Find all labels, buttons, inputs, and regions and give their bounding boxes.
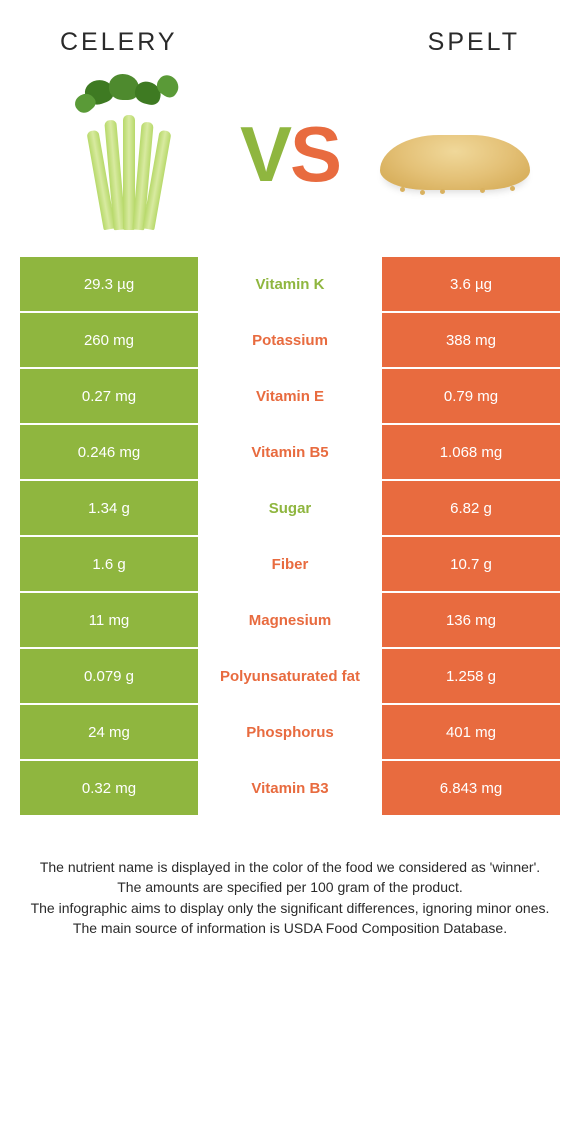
table-row: 1.6 gFiber10.7 g [20,537,560,593]
nutrient-label: Sugar [198,481,382,535]
table-row: 260 mgPotassium388 mg [20,313,560,369]
celery-image [40,75,210,235]
nutrient-label: Vitamin B3 [198,761,382,815]
footer-notes: The nutrient name is displayed in the co… [0,817,580,938]
nutrient-label: Phosphorus [198,705,382,759]
value-left: 11 mg [20,593,198,647]
table-row: 0.246 mgVitamin B51.068 mg [20,425,560,481]
value-left: 0.27 mg [20,369,198,423]
header: Celery Spelt [0,0,580,67]
value-left: 1.34 g [20,481,198,535]
comparison-table: 29.3 µgVitamin K3.6 µg260 mgPotassium388… [20,257,560,817]
vs-label: VS [240,109,340,200]
table-row: 0.079 gPolyunsaturated fat1.258 g [20,649,560,705]
value-left: 260 mg [20,313,198,367]
value-right: 1.068 mg [382,425,560,479]
table-row: 0.27 mgVitamin E0.79 mg [20,369,560,425]
table-row: 0.32 mgVitamin B36.843 mg [20,761,560,817]
table-row: 11 mgMagnesium136 mg [20,593,560,649]
nutrient-label: Magnesium [198,593,382,647]
value-right: 0.79 mg [382,369,560,423]
value-right: 136 mg [382,593,560,647]
value-right: 3.6 µg [382,257,560,311]
vs-v: V [240,110,290,198]
footer-line: The main source of information is USDA F… [28,918,552,938]
nutrient-label: Fiber [198,537,382,591]
value-right: 401 mg [382,705,560,759]
nutrient-label: Vitamin K [198,257,382,311]
footer-line: The infographic aims to display only the… [28,898,552,918]
footer-line: The amounts are specified per 100 gram o… [28,877,552,897]
nutrient-label: Vitamin B5 [198,425,382,479]
value-right: 6.843 mg [382,761,560,815]
value-right: 388 mg [382,313,560,367]
table-row: 29.3 µgVitamin K3.6 µg [20,257,560,313]
nutrient-label: Potassium [198,313,382,367]
value-left: 29.3 µg [20,257,198,311]
title-right: Spelt [428,28,520,57]
value-right: 1.258 g [382,649,560,703]
images-row: VS [0,67,580,257]
vs-s: S [290,110,340,198]
nutrient-label: Polyunsaturated fat [198,649,382,703]
value-left: 0.246 mg [20,425,198,479]
value-right: 10.7 g [382,537,560,591]
value-left: 0.32 mg [20,761,198,815]
footer-line: The nutrient name is displayed in the co… [28,857,552,877]
value-right: 6.82 g [382,481,560,535]
value-left: 0.079 g [20,649,198,703]
spelt-image [370,75,540,235]
title-left: Celery [60,28,178,57]
value-left: 1.6 g [20,537,198,591]
value-left: 24 mg [20,705,198,759]
nutrient-label: Vitamin E [198,369,382,423]
table-row: 24 mgPhosphorus401 mg [20,705,560,761]
table-row: 1.34 gSugar6.82 g [20,481,560,537]
